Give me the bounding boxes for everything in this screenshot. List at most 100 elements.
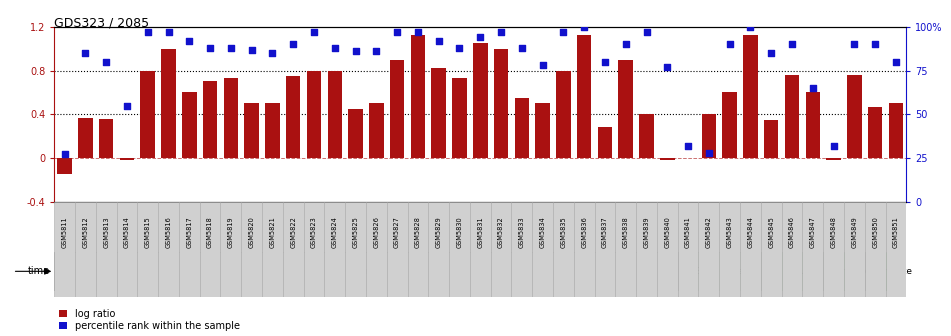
Point [369,49,384,54]
Text: GSM5829: GSM5829 [436,216,441,248]
Bar [78,118,92,158]
Point [805,85,821,91]
Bar [844,202,864,297]
Text: 120 minute: 120 minute [818,267,870,276]
Bar [514,98,529,158]
Bar [698,202,719,297]
Bar [244,103,259,158]
Text: GSM5843: GSM5843 [727,216,732,248]
Bar [535,103,550,158]
Bar [678,252,761,291]
Text: GSM5814: GSM5814 [124,216,130,248]
Point [888,59,903,65]
Legend: log ratio, percentile rank within the sample: log ratio, percentile rank within the sa… [59,309,240,331]
Point [452,45,467,50]
Text: GSM5823: GSM5823 [311,216,317,248]
Point [514,45,530,50]
Point [473,35,488,40]
Text: GSM5825: GSM5825 [353,216,359,248]
Text: GSM5848: GSM5848 [830,216,837,248]
Text: GSM5846: GSM5846 [789,216,795,248]
Text: GSM5830: GSM5830 [456,216,462,248]
Text: GSM5815: GSM5815 [145,216,150,248]
Text: GSM5838: GSM5838 [623,216,629,248]
Text: GSM5831: GSM5831 [477,216,483,248]
Point [681,143,696,149]
Text: GSM5833: GSM5833 [519,216,525,248]
Text: GSM5839: GSM5839 [644,216,650,248]
Text: GSM5836: GSM5836 [581,216,587,248]
Text: GSM5826: GSM5826 [374,216,379,248]
Bar [533,202,553,297]
Text: GSM5850: GSM5850 [872,216,878,248]
Point [390,30,405,35]
Bar [803,202,824,297]
Bar [242,202,262,297]
Text: GSM5812: GSM5812 [83,216,88,248]
Bar [740,202,761,297]
Bar [761,252,824,291]
Bar [262,202,282,297]
Point [743,24,758,30]
Bar [432,69,446,158]
Bar [369,103,383,158]
Bar [597,127,612,158]
Bar [847,75,862,158]
Bar [761,202,782,297]
Text: GSM5817: GSM5817 [186,216,192,248]
Text: GSM5818: GSM5818 [207,216,213,248]
Bar [577,35,592,158]
Bar [864,202,885,297]
Bar [141,71,155,158]
Bar [345,202,366,297]
Bar [639,114,653,158]
Text: GSM5849: GSM5849 [851,216,858,248]
Point [722,42,737,47]
Bar [868,107,883,158]
Text: GSM5820: GSM5820 [248,216,255,248]
Text: GSM5827: GSM5827 [394,216,400,248]
Text: GSM5828: GSM5828 [415,216,421,248]
Bar [885,202,906,297]
Bar [408,202,428,297]
Bar [307,71,321,158]
Bar [324,202,345,297]
Bar [387,202,408,297]
Point [535,62,551,68]
Bar [556,71,571,158]
Bar [158,202,179,297]
Text: GSM5837: GSM5837 [602,216,608,248]
Bar [826,158,841,160]
Text: GSM5822: GSM5822 [290,216,296,248]
Text: time: time [28,266,49,276]
Text: GSM5816: GSM5816 [165,216,171,248]
Point [99,59,114,65]
Point [78,50,93,56]
Point [348,49,363,54]
Bar [452,78,467,158]
Point [57,152,72,157]
Point [223,45,239,50]
Text: GSM5845: GSM5845 [768,216,774,248]
Bar [764,120,779,158]
Bar [473,43,488,158]
Bar [660,158,674,160]
Bar [54,252,678,291]
Bar [327,71,342,158]
Text: 240 minute: 240 minute [860,267,911,276]
Text: GSM5835: GSM5835 [560,216,567,248]
Bar [390,60,404,158]
Bar [203,82,218,158]
Point [306,30,321,35]
Point [826,143,842,149]
Point [867,42,883,47]
Bar [221,202,242,297]
Point [846,42,862,47]
Bar [137,202,158,297]
Text: GSM5840: GSM5840 [665,216,670,248]
Text: GSM5841: GSM5841 [685,216,691,248]
Text: GSM5834: GSM5834 [539,216,546,248]
Bar [702,114,716,158]
Bar [636,202,657,297]
Bar [179,202,200,297]
